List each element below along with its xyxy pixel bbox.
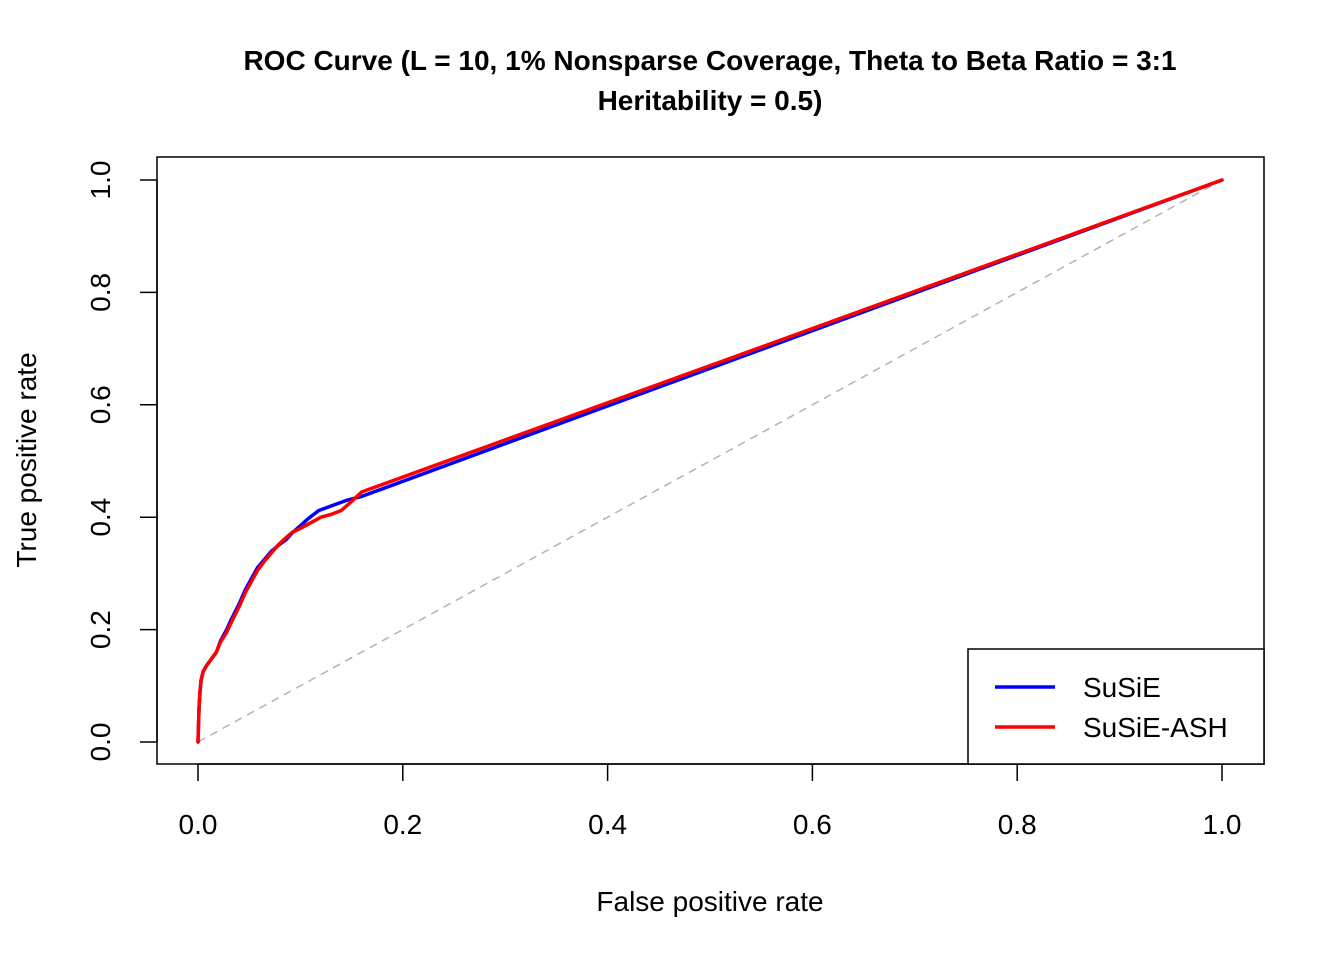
x-tick-label: 0.4 (588, 809, 627, 840)
legend: SuSiE SuSiE-ASH (967, 648, 1265, 765)
series-line-susie-ash (196, 178, 1224, 744)
y-axis-label: True positive rate (11, 352, 42, 567)
y-tick-label: 0.8 (85, 273, 116, 312)
x-tick-label: 0.0 (179, 809, 218, 840)
y-tick-label: 1.0 (85, 161, 116, 200)
plot-frame (156, 156, 1265, 765)
y-tick-label: 0.6 (85, 385, 116, 424)
y-tick-label: 0.2 (85, 610, 116, 649)
x-tick-label: 1.0 (1203, 809, 1242, 840)
legend-label-susie: SuSiE (1083, 672, 1161, 703)
chart-title-line-2: Heritability = 0.5) (598, 85, 823, 116)
x-tick-label: 0.2 (383, 809, 422, 840)
chart-title-line-1: ROC Curve (L = 10, 1% Nonsparse Coverage… (243, 45, 1176, 76)
x-axis: 0.0 0.2 0.4 0.6 0.8 1.0 (179, 763, 1242, 840)
x-tick-label: 0.6 (793, 809, 832, 840)
x-axis-label: False positive rate (596, 886, 823, 917)
y-tick-label: 0.0 (85, 723, 116, 762)
series-layer (196, 178, 1224, 744)
legend-label-susie-ash: SuSiE-ASH (1083, 712, 1228, 743)
y-axis: 0.0 0.2 0.4 0.6 0.8 1.0 (85, 161, 158, 762)
reference-diagonal-line (197, 179, 1223, 743)
x-tick-label: 0.8 (998, 809, 1037, 840)
legend-box (967, 648, 1265, 765)
y-tick-label: 0.4 (85, 498, 116, 537)
